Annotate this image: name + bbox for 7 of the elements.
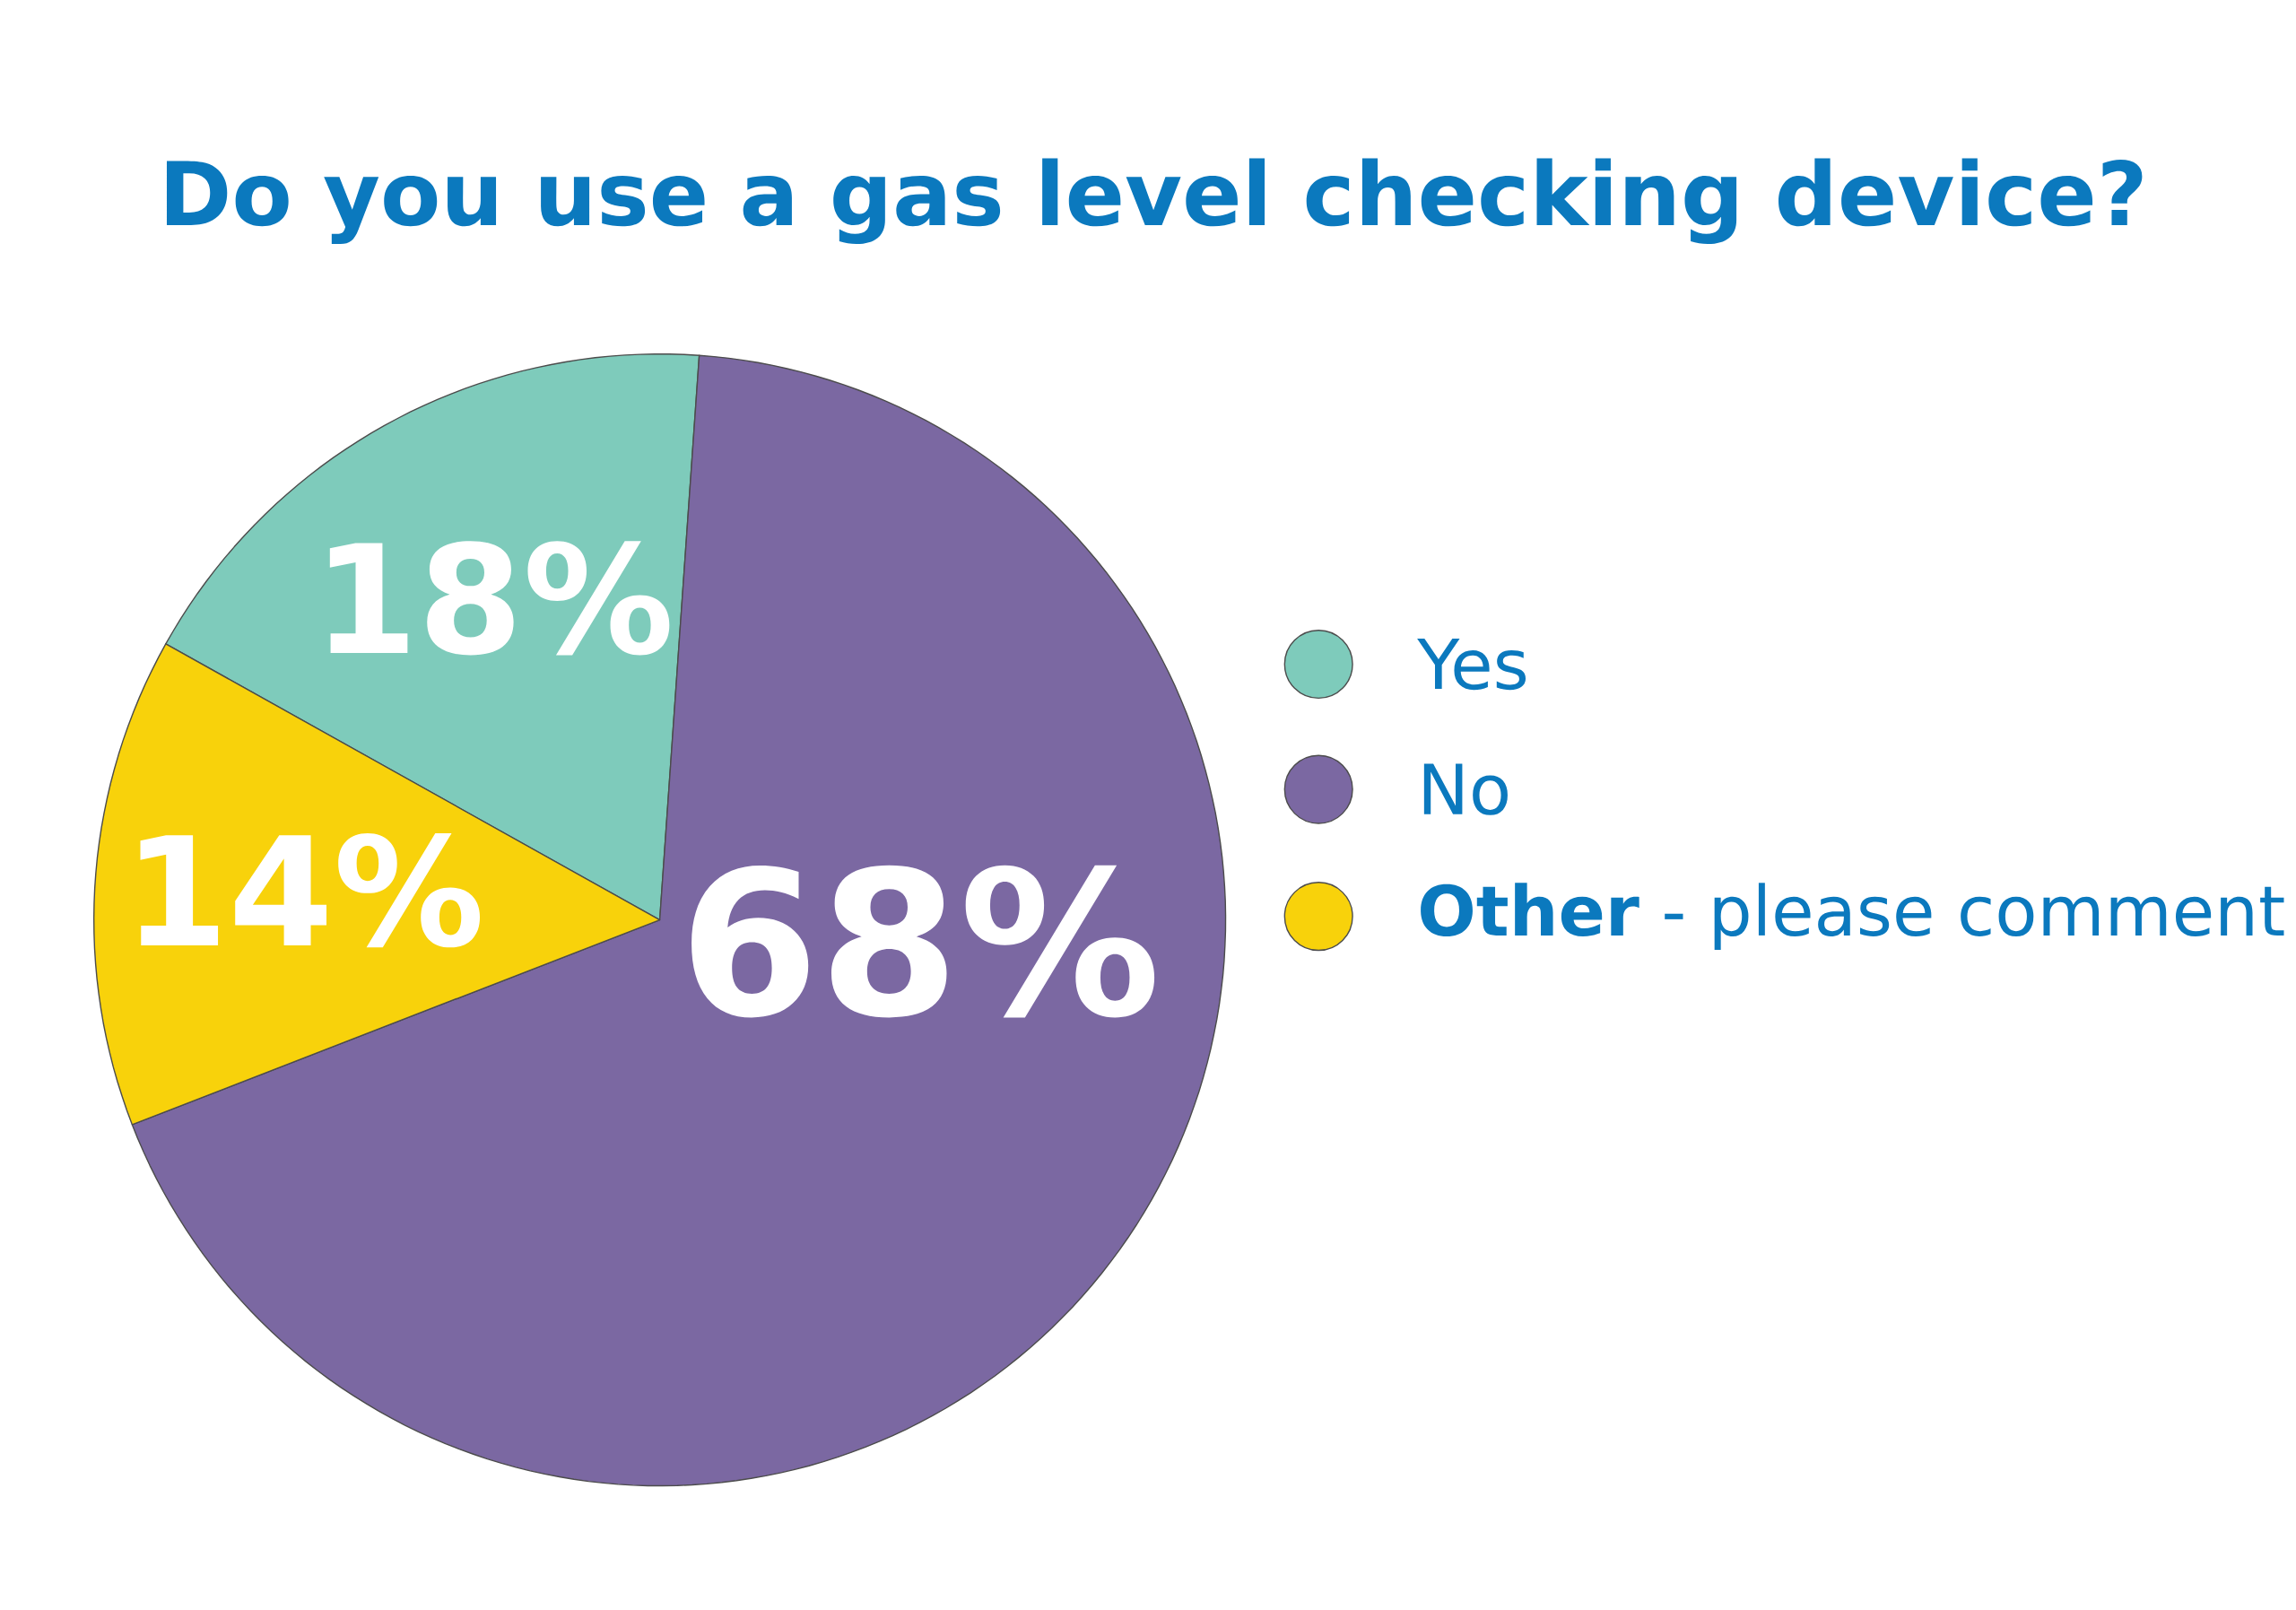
data-label: 68%: [691, 865, 1155, 1018]
data-label: 18%: [329, 541, 670, 656]
chart-title: Do you use a gas level checking device?: [166, 158, 2143, 245]
legend-label: Other - please comment: [1421, 883, 2284, 950]
legend-label: Yes: [1417, 638, 1526, 691]
legend-label: No: [1423, 763, 1508, 815]
data-label: 14%: [140, 833, 481, 948]
